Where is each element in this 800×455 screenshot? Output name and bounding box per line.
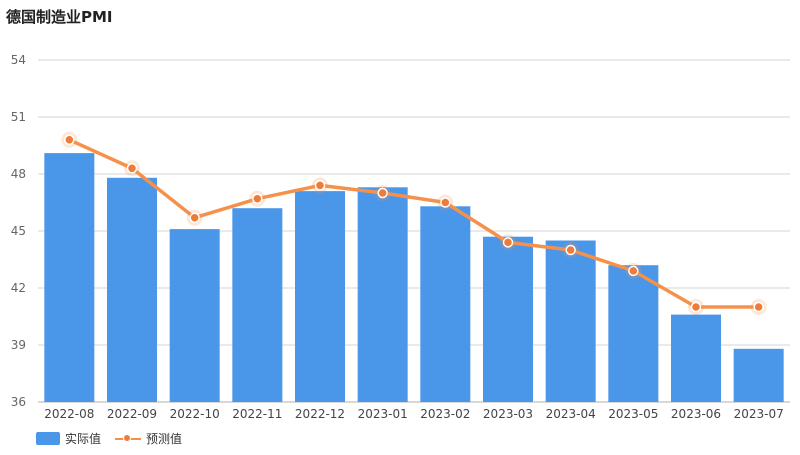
x-tick-label: 2023-04: [546, 407, 596, 421]
forecast-point-2023-04[interactable]: [565, 244, 576, 256]
bar-2022-09[interactable]: [107, 177, 157, 402]
forecast-point-2022-12[interactable]: [314, 180, 326, 191]
bar-2022-10[interactable]: [169, 229, 220, 402]
bar-2022-11[interactable]: [232, 208, 283, 402]
forecast-point-2023-07[interactable]: [753, 301, 764, 313]
x-tick-label: 2022-11: [232, 407, 282, 421]
bar-2023-07[interactable]: [733, 348, 784, 402]
x-tick-label: 2022-09: [107, 407, 157, 421]
bar-series: [44, 153, 784, 403]
y-tick-label: 48: [11, 167, 26, 181]
legend-swatch-bar: [36, 431, 60, 445]
forecast-point-2022-09[interactable]: [126, 163, 138, 174]
legend-item-actual[interactable]: 实际值: [36, 430, 101, 447]
forecast-point-2023-06[interactable]: [690, 301, 702, 313]
legend-item-forecast[interactable]: 预测值: [115, 430, 182, 447]
bar-2023-05[interactable]: [608, 265, 659, 402]
x-tick-label: 2023-02: [420, 407, 470, 421]
line-series: [61, 131, 767, 315]
forecast-point-2023-02[interactable]: [440, 197, 451, 208]
x-tick-label: 2022-08: [44, 407, 94, 421]
legend-label-forecast: 预测值: [146, 431, 183, 446]
bar-2023-06[interactable]: [671, 314, 721, 402]
bar-2022-08[interactable]: [44, 153, 95, 402]
y-tick-label: 45: [11, 224, 26, 238]
x-tick-label: 2023-01: [358, 407, 408, 421]
y-tick-label: 42: [11, 281, 26, 295]
y-tick-label: 51: [11, 110, 26, 124]
bar-2023-03[interactable]: [483, 236, 533, 402]
x-tick-label: 2022-10: [170, 407, 220, 421]
legend: 实际值 预测值: [36, 430, 196, 446]
x-tick-label: 2022-12: [295, 407, 345, 421]
chart-title: 德国制造业PMI: [6, 8, 113, 26]
x-axis-ticks: 2022-08 2022-09 2022-10 2022-11 2022-12 2023-…: [44, 407, 783, 421]
bar-2023-02[interactable]: [420, 206, 471, 402]
y-tick-label: 39: [11, 338, 26, 352]
forecast-point-2022-08[interactable]: [64, 134, 75, 146]
forecast-point-2022-10[interactable]: [189, 212, 200, 223]
forecast-point-2023-05[interactable]: [628, 265, 639, 277]
forecast-line: [67, 138, 761, 309]
x-tick-label: 2023-07: [734, 407, 784, 421]
forecast-point-2023-03[interactable]: [502, 237, 514, 248]
x-tick-label: 2023-03: [483, 407, 533, 421]
x-tick-label: 2023-06: [671, 407, 721, 421]
x-tick-label: 2023-05: [608, 407, 658, 421]
bar-2023-01[interactable]: [357, 187, 408, 402]
bar-2023-04[interactable]: [545, 240, 596, 403]
forecast-point-2023-01[interactable]: [377, 187, 388, 199]
y-tick-label: 36: [11, 395, 26, 409]
y-tick-label: 54: [11, 53, 26, 67]
y-axis-ticks: 36 39 42 45 48 51 54: [11, 53, 26, 409]
forecast-point-2022-11[interactable]: [252, 193, 263, 204]
legend-label-actual: 实际值: [65, 431, 102, 446]
legend-swatch-line: [115, 432, 142, 445]
bar-2022-12[interactable]: [295, 191, 345, 402]
